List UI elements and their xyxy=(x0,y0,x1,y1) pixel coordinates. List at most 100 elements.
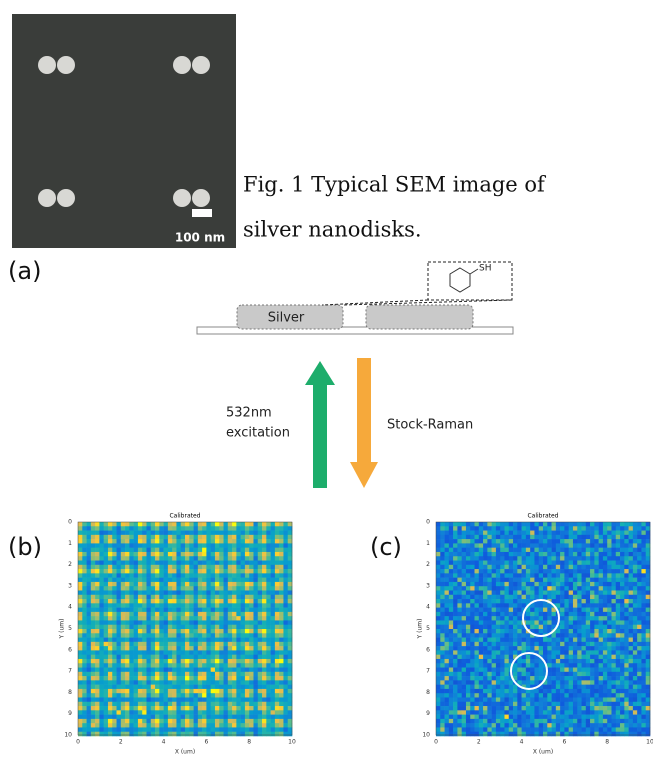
map-pixel xyxy=(275,552,280,557)
map-pixel xyxy=(194,715,199,720)
map-pixel xyxy=(440,586,445,591)
map-pixel xyxy=(283,685,288,690)
map-pixel xyxy=(142,633,147,638)
map-pixel xyxy=(629,689,634,694)
map-pixel xyxy=(87,685,92,690)
map-pixel xyxy=(539,539,544,544)
map-pixel xyxy=(509,710,514,715)
map-pixel xyxy=(266,569,271,574)
map-pixel xyxy=(629,685,634,690)
map-pixel xyxy=(646,586,651,591)
map-pixel xyxy=(590,552,595,557)
map-pixel xyxy=(271,659,276,664)
map-pixel xyxy=(176,578,181,583)
map-pixel xyxy=(176,552,181,557)
map-pixel xyxy=(496,646,501,651)
map-pixel xyxy=(624,629,629,634)
map-pixel xyxy=(176,522,181,527)
map-pixel xyxy=(151,556,156,561)
map-pixel xyxy=(78,543,83,548)
map-pixel xyxy=(607,578,612,583)
map-pixel xyxy=(125,535,130,540)
map-pixel xyxy=(607,552,612,557)
map-pixel xyxy=(539,646,544,651)
map-pixel xyxy=(279,685,284,690)
map-pixel xyxy=(564,582,569,587)
map-pixel xyxy=(504,620,509,625)
map-pixel xyxy=(78,646,83,651)
map-pixel xyxy=(513,608,518,613)
map-pixel xyxy=(138,689,143,694)
map-pixel xyxy=(496,590,501,595)
map-pixel xyxy=(253,727,258,732)
map-pixel xyxy=(266,646,271,651)
map-pixel xyxy=(215,552,220,557)
map-pixel xyxy=(509,723,514,728)
map-pixel xyxy=(151,548,156,553)
map-pixel xyxy=(646,638,651,643)
map-pixel xyxy=(530,535,535,540)
map-pixel xyxy=(181,616,186,621)
map-pixel xyxy=(176,565,181,570)
map-pixel xyxy=(453,535,458,540)
map-pixel xyxy=(279,702,284,707)
map-pixel xyxy=(445,719,450,724)
map-pixel xyxy=(206,561,211,566)
map-pixel xyxy=(487,543,492,548)
map-pixel xyxy=(616,535,621,540)
map-pixel xyxy=(599,723,604,728)
map-pixel xyxy=(189,732,194,737)
map-pixel xyxy=(151,552,156,557)
map-pixel xyxy=(271,702,276,707)
map-pixel xyxy=(500,663,505,668)
map-pixel xyxy=(577,578,582,583)
map-pixel xyxy=(151,715,156,720)
map-pixel xyxy=(253,625,258,630)
map-pixel xyxy=(121,578,126,583)
map-pixel xyxy=(176,723,181,728)
map-pixel xyxy=(534,715,539,720)
map-pixel xyxy=(547,723,552,728)
map-pixel xyxy=(117,676,122,681)
map-pixel xyxy=(164,620,169,625)
map-pixel xyxy=(266,629,271,634)
map-pixel xyxy=(189,710,194,715)
map-pixel xyxy=(646,565,651,570)
map-pixel xyxy=(288,693,293,698)
map-pixel xyxy=(279,535,284,540)
map-pixel xyxy=(258,693,263,698)
map-pixel xyxy=(479,556,484,561)
map-pixel xyxy=(138,552,143,557)
map-pixel xyxy=(440,565,445,570)
map-pixel xyxy=(228,659,233,664)
map-pixel xyxy=(573,569,578,574)
map-pixel xyxy=(219,706,224,711)
map-pixel xyxy=(509,706,514,711)
map-pixel xyxy=(509,526,514,531)
map-pixel xyxy=(560,612,565,617)
map-pixel xyxy=(453,723,458,728)
map-pixel xyxy=(603,629,608,634)
map-pixel xyxy=(534,582,539,587)
map-pixel xyxy=(436,573,441,578)
map-pixel xyxy=(462,689,467,694)
map-pixel xyxy=(560,599,565,604)
map-pixel xyxy=(211,689,216,694)
map-pixel xyxy=(245,702,250,707)
map-pixel xyxy=(185,582,190,587)
map-pixel xyxy=(646,561,651,566)
map-pixel xyxy=(607,689,612,694)
map-pixel xyxy=(453,668,458,673)
map-pixel xyxy=(95,668,100,673)
map-pixel xyxy=(496,693,501,698)
map-pixel xyxy=(440,522,445,527)
map-pixel xyxy=(462,629,467,634)
map-pixel xyxy=(91,578,96,583)
map-pixel xyxy=(249,590,254,595)
map-pixel xyxy=(258,608,263,613)
map-pixel xyxy=(91,565,96,570)
map-pixel xyxy=(599,672,604,677)
map-pixel xyxy=(590,689,595,694)
map-pixel xyxy=(607,599,612,604)
map-pixel xyxy=(283,702,288,707)
